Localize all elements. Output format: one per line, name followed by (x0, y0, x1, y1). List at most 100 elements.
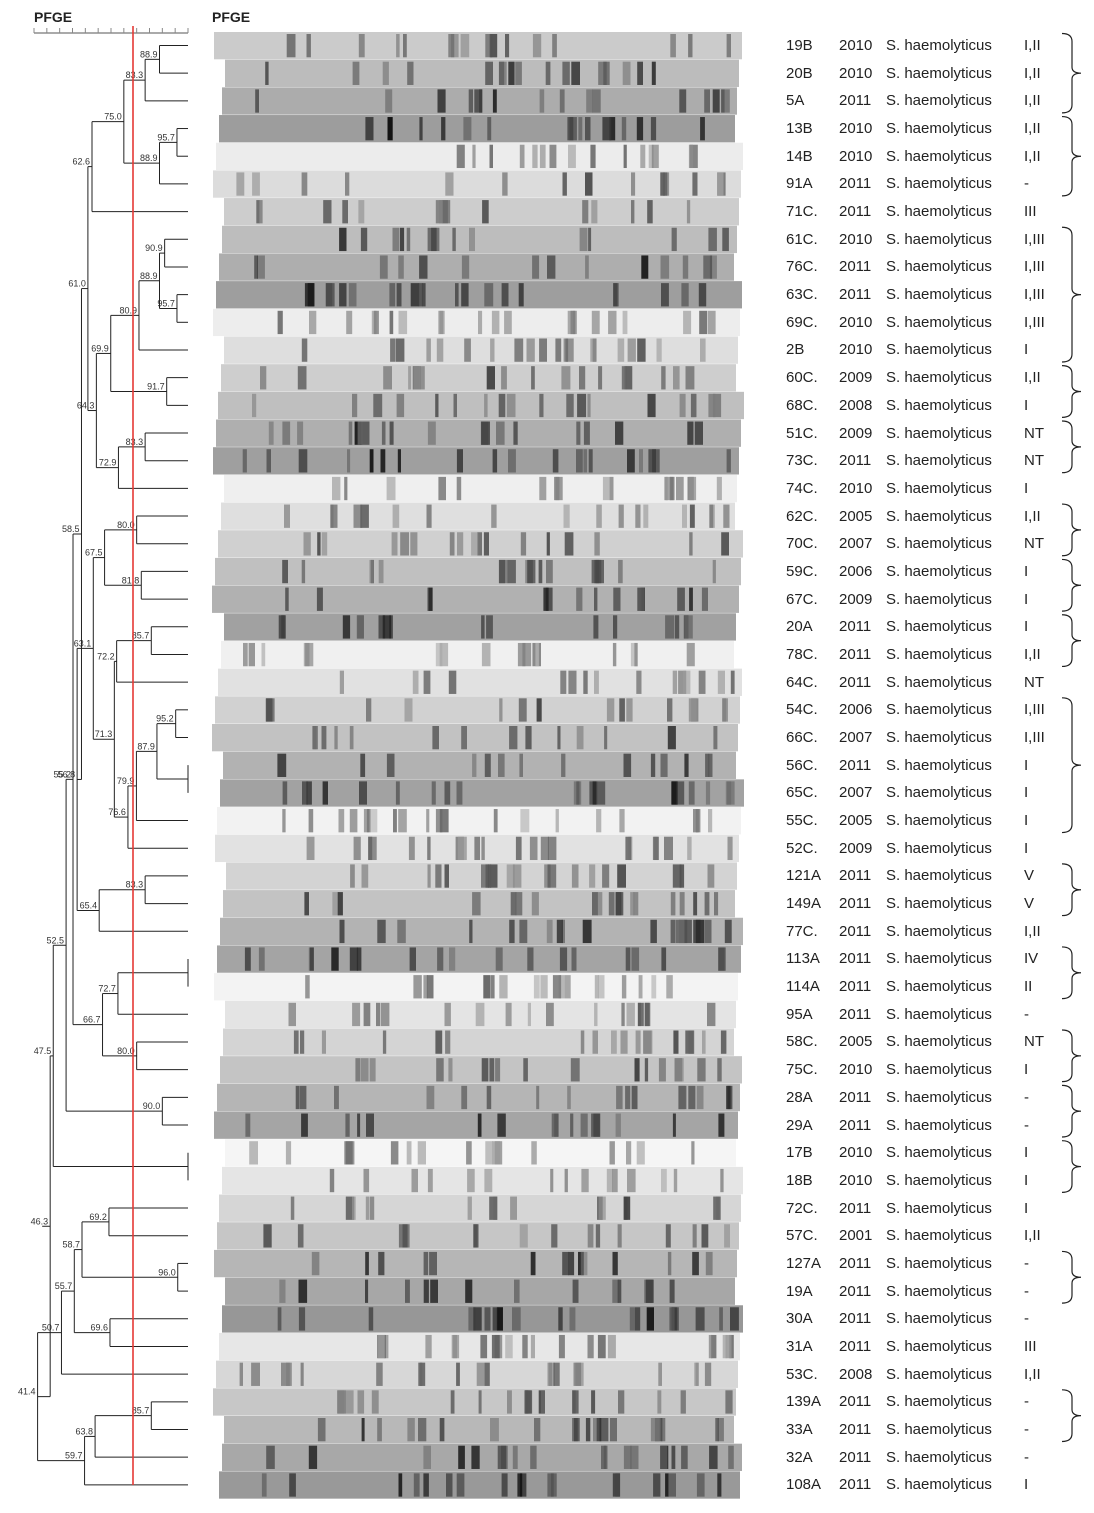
gel-lane (213, 447, 739, 475)
gel-band (419, 255, 428, 279)
gel-band (587, 1224, 594, 1248)
gel-band (499, 698, 503, 722)
isolate-year: 2009 (839, 369, 873, 387)
gel-band (391, 532, 398, 556)
gel-band (439, 200, 448, 224)
node-similarity-label: 61.0 (68, 279, 86, 289)
gel-band (549, 144, 557, 169)
gel-band (260, 366, 267, 390)
gel-band (520, 809, 530, 833)
gel-band (562, 61, 570, 85)
isolate-year: 2011 (839, 1254, 872, 1272)
isolate-row: 13B 2010 S. haemolyticus I,II (786, 115, 1086, 142)
node-similarity-label: 55.2 (53, 769, 71, 779)
gel-band (586, 89, 593, 113)
gel-band (366, 698, 372, 722)
isolate-row: 5A 2011 S. haemolyticus I,II (786, 87, 1086, 114)
isolate-year: 2011 (839, 1282, 872, 1300)
gel-band (646, 1307, 654, 1331)
gel-band (379, 255, 388, 279)
node-similarity-label: 85.7 (132, 631, 150, 641)
gel-band (596, 781, 606, 805)
node-similarity-label: 95.2 (156, 714, 174, 724)
isolate-year: 2011 (839, 618, 872, 636)
gel-lane (222, 1305, 743, 1333)
gel-lane (225, 1277, 735, 1305)
gel-band (392, 504, 400, 528)
node-similarity-label: 87.9 (137, 741, 155, 751)
gel-band (665, 476, 671, 501)
cluster-brace (1061, 1029, 1082, 1083)
gel-band (448, 670, 457, 694)
gel-band (321, 532, 328, 556)
gel-band (670, 919, 676, 944)
gel-band (592, 1030, 598, 1054)
gel-band (650, 117, 657, 141)
gel-band (705, 781, 711, 805)
isolate-species: S. haemolyticus (886, 978, 992, 996)
isolate-type: II (1024, 978, 1033, 996)
gel-band (680, 1390, 686, 1414)
gel-band (725, 781, 732, 805)
gel-band (244, 947, 251, 971)
node-similarity-label: 67.5 (85, 548, 103, 558)
gel-band (306, 34, 311, 58)
isolate-row: 95A 2011 S. haemolyticus - (786, 1001, 1086, 1028)
gel-band (717, 1418, 724, 1442)
gel-band (345, 172, 350, 196)
gel-band (365, 1279, 369, 1303)
gel-band (720, 1168, 724, 1193)
gel-lane (213, 170, 741, 198)
gel-band (476, 1362, 485, 1386)
gel-band (297, 421, 304, 445)
isolate-species: S. haemolyticus (886, 1227, 992, 1245)
gel-band (308, 1445, 318, 1469)
gel-band (590, 144, 596, 169)
isolate-id: 77C. (786, 922, 818, 940)
gel-band (572, 1418, 578, 1442)
gel-band (239, 1362, 243, 1386)
gel-band (490, 34, 498, 58)
gel-band (613, 587, 621, 611)
gel-band (369, 809, 378, 833)
gel-band (672, 670, 678, 694)
gel-lane (225, 59, 739, 87)
gel-band (697, 1058, 706, 1082)
gel-band (461, 1085, 468, 1110)
gel-band (692, 1224, 697, 1248)
gel-band (501, 283, 509, 307)
isolate-species: S. haemolyticus (886, 507, 992, 525)
gel-band (366, 809, 371, 833)
isolate-type: I,II (1024, 1227, 1041, 1245)
gel-band (477, 532, 482, 556)
gel-band (357, 421, 363, 445)
gel-band (645, 1279, 654, 1303)
gel-lane (217, 945, 741, 973)
gel-band (718, 1113, 725, 1137)
isolate-year: 2005 (839, 1033, 873, 1051)
gel-band (587, 393, 591, 418)
gel-band (582, 919, 592, 944)
gel-band (665, 1473, 669, 1497)
gel-band (661, 1168, 667, 1193)
gel-band (480, 421, 489, 445)
gel-band (423, 670, 431, 694)
gel-band (725, 1334, 732, 1359)
gel-band (692, 1251, 699, 1276)
gel-band (376, 1002, 381, 1027)
gel-band (523, 1058, 528, 1082)
gel-band (719, 1307, 723, 1331)
node-similarity-label: 47.5 (34, 1046, 52, 1056)
node-similarity-label: 41.4 (18, 1387, 36, 1397)
gel-band (547, 1473, 554, 1497)
gel-band (591, 1390, 596, 1414)
gel-band (396, 34, 400, 58)
gel-band (471, 532, 479, 556)
isolate-id: 17B (786, 1144, 813, 1162)
isolate-year: 2011 (839, 1393, 872, 1411)
gel-band (357, 615, 364, 639)
gel-band (724, 89, 730, 113)
gel-band (499, 975, 508, 999)
isolate-id: 18B (786, 1171, 813, 1189)
